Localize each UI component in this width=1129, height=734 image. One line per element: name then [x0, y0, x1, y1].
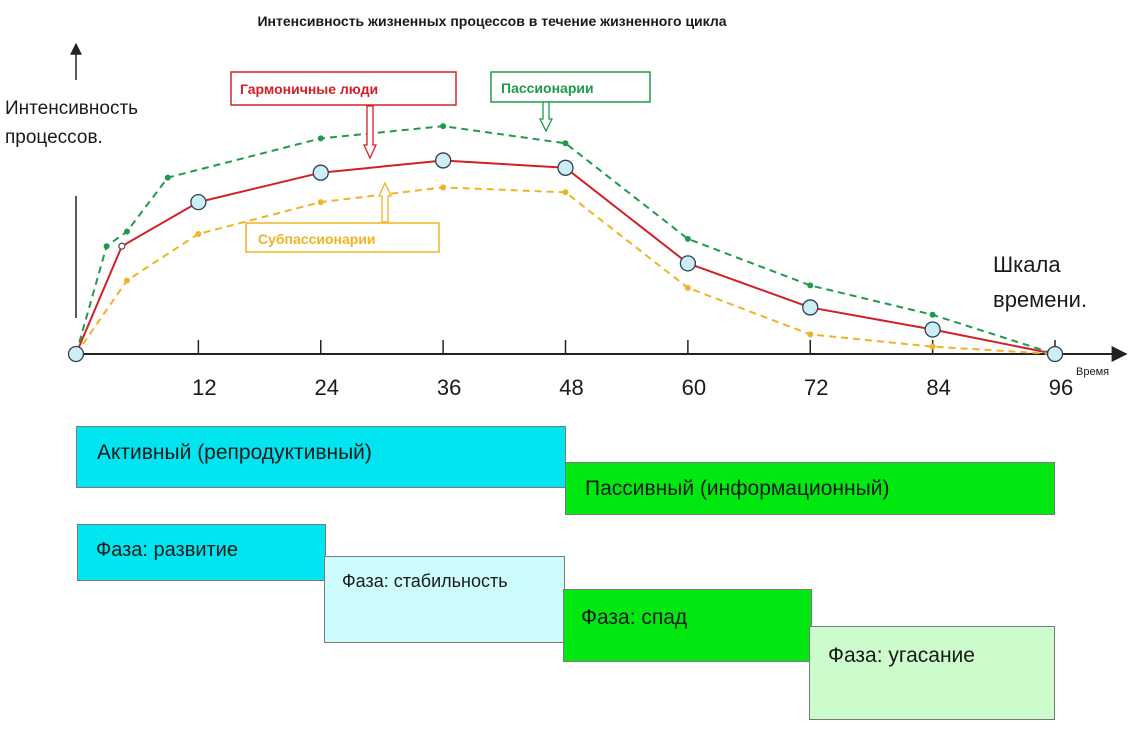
legend-pointer-passionaries — [538, 101, 554, 133]
phase-decline-label: Фаза: спад — [581, 606, 688, 629]
data-point-1 — [103, 243, 110, 250]
data-point-harmonious — [118, 242, 126, 250]
period-passive-label: Пассивный (информационный) — [585, 477, 890, 500]
phase-fading-label: Фаза: угасание — [828, 644, 975, 667]
data-point-2 — [195, 230, 202, 237]
phase-stability: Фаза: стабильность — [324, 556, 565, 643]
data-point-harmonious — [67, 345, 85, 363]
data-point-2 — [929, 343, 936, 350]
period-passive: Пассивный (информационный) — [565, 462, 1055, 515]
phase-development: Фаза: развитие — [77, 524, 326, 581]
data-point-1 — [317, 135, 324, 142]
data-point-2 — [807, 331, 814, 338]
data-point-1 — [164, 174, 171, 181]
data-point-1 — [929, 311, 936, 318]
data-point-2 — [562, 189, 569, 196]
legend-label-harmonious: Гармоничные люди — [240, 81, 378, 97]
data-point-1 — [440, 123, 447, 130]
chart-title: Интенсивность жизненных процессов в тече… — [257, 13, 726, 29]
data-point-2 — [440, 184, 447, 191]
x-axis-unit: Время — [1076, 366, 1109, 378]
phase-stability-label: Фаза: стабильность — [342, 571, 508, 591]
data-point-harmonious — [434, 152, 452, 169]
period-active: Активный (репродуктивный) — [76, 426, 566, 488]
data-point-1 — [562, 140, 569, 147]
phase-development-label: Фаза: развитие — [96, 539, 238, 561]
data-point-harmonious — [802, 299, 819, 316]
data-point-harmonious — [679, 255, 697, 272]
legend-pointer-harmonious — [362, 105, 378, 160]
series-line-2 — [75, 186, 1056, 355]
x-tick-label: 96 — [1049, 375, 1073, 400]
series-line-0 — [75, 159, 1056, 355]
legend-box-passionaries — [490, 71, 651, 103]
data-point-2 — [317, 199, 324, 206]
data-point-1 — [807, 282, 814, 289]
legend-box-subpassionaries — [245, 222, 440, 253]
period-active-label: Активный (репродуктивный) — [97, 441, 372, 464]
legend: Гармоничные люди Пассионарии Субпассиона… — [230, 71, 651, 253]
x-axis-label-line2: времени. — [993, 287, 1087, 312]
data-point-2 — [123, 277, 130, 284]
legend-box-harmonious — [230, 71, 457, 106]
data-point-2 — [684, 284, 691, 291]
y-axis-label-line1: Интенсивность — [5, 98, 138, 119]
data-point-harmonious — [312, 164, 329, 181]
x-tick-label: 24 — [315, 375, 339, 400]
x-axis-label-line1: Шкала — [993, 252, 1061, 277]
x-tick-label: 60 — [682, 375, 706, 400]
data-point-1 — [123, 228, 130, 235]
x-tick-label: 12 — [192, 375, 216, 400]
x-tick-label: 84 — [926, 375, 950, 400]
y-axis-label-line2: процессов. — [5, 127, 103, 148]
data-point-1 — [684, 235, 691, 242]
phase-fading: Фаза: угасание — [809, 626, 1055, 720]
data-point-harmonious — [190, 193, 207, 211]
data-point-harmonious — [1046, 345, 1064, 363]
legend-label-passionaries: Пассионарии — [501, 80, 594, 96]
legend-pointer-subpassionaries — [377, 181, 393, 223]
x-tick-label: 72 — [804, 375, 828, 400]
legend-label-subpassionaries: Субпассионарии — [258, 231, 376, 247]
x-tick-label: 48 — [559, 375, 583, 400]
data-point-harmonious — [557, 159, 574, 176]
x-tick-label: 36 — [437, 375, 461, 400]
data-point-harmonious — [924, 321, 941, 338]
phase-decline: Фаза: спад — [563, 589, 812, 662]
